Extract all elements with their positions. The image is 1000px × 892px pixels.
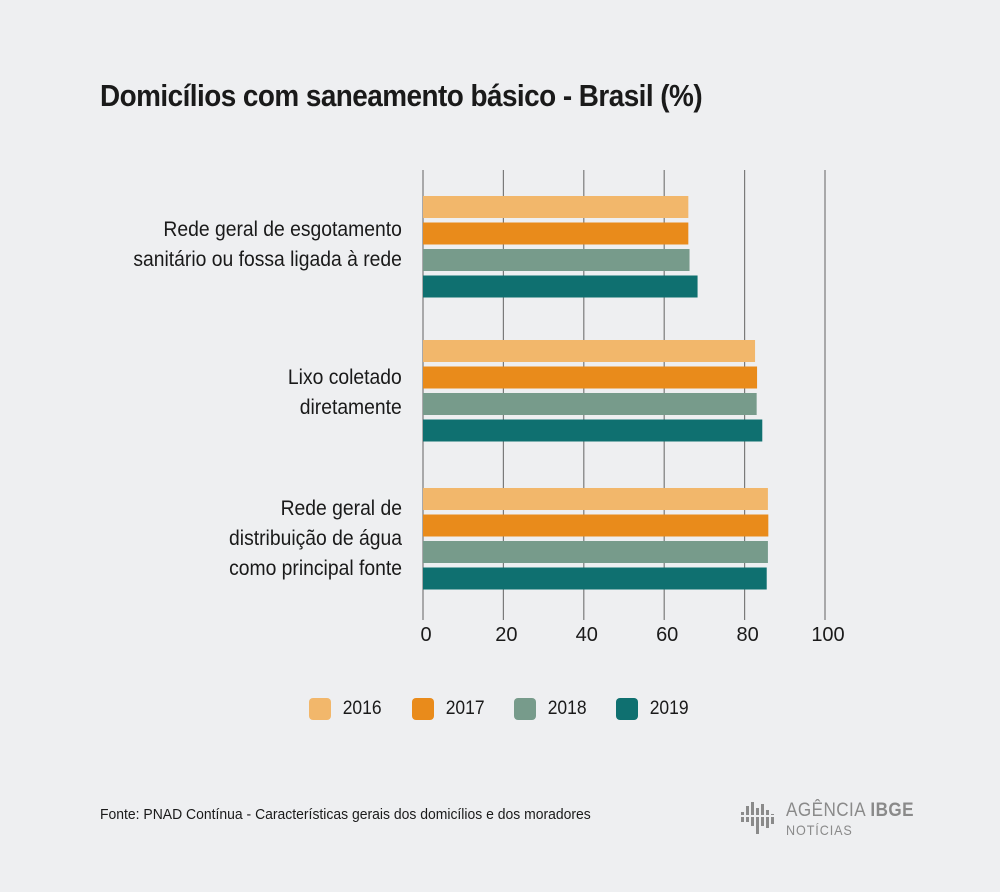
legend-swatch [309, 698, 332, 720]
legend-label: 2016 [343, 698, 383, 719]
category-label-line: Lixo coletado [288, 366, 402, 389]
x-tick-label: 0 [420, 624, 431, 646]
bar-2017 [423, 366, 758, 389]
bar-2016 [423, 196, 689, 218]
ibge-bars-icon [740, 802, 778, 834]
category-label-line: distribuição de água [229, 527, 402, 550]
agencia-ibge-logo: AGÊNCIA IBGE NOTÍCIAS [740, 798, 914, 842]
logo-word-ibge: IBGE [870, 800, 914, 821]
legend-swatch [411, 698, 434, 720]
category-label-line: como principal fonte [229, 557, 402, 580]
bar-2017 [423, 514, 769, 537]
legend-item-2018: 2018 [514, 698, 588, 720]
x-tick-label: 20 [495, 624, 517, 646]
bar-2018 [423, 393, 757, 415]
category-label-line: Rede geral de esgotamento [163, 218, 402, 241]
category-label-line: Rede geral de [280, 497, 402, 520]
logo-word-agencia: AGÊNCIA [786, 800, 866, 821]
category-label-garbage: Lixo coletado diretamente [288, 363, 402, 423]
category-label-sewage: Rede geral de esgotamento sanitário ou f… [133, 215, 402, 275]
legend-item-2016: 2016 [309, 698, 383, 720]
x-tick-label: 60 [656, 624, 678, 646]
x-tick-label: 40 [576, 624, 598, 646]
legend-swatch [514, 698, 536, 720]
bar-2018 [423, 541, 768, 563]
legend-swatch [616, 698, 639, 720]
legend: 2016 2017 2018 2019 [0, 698, 1000, 720]
bar-2017 [423, 222, 689, 245]
bar-2019 [423, 419, 763, 442]
category-label-line: sanitário ou fossa ligada à rede [133, 248, 402, 271]
logo-title: AGÊNCIA IBGE [786, 800, 914, 822]
category-label-line: diretamente [299, 396, 402, 419]
source-note: Fonte: PNAD Contínua - Características g… [100, 806, 591, 823]
x-tick-label: 100 [811, 624, 844, 646]
bar-2018 [423, 249, 690, 271]
logo-subtitle: NOTÍCIAS [786, 822, 853, 838]
legend-label: 2018 [547, 698, 587, 719]
legend-label: 2019 [649, 698, 689, 719]
bar-2016 [423, 340, 756, 362]
x-tick-label: 80 [736, 624, 758, 646]
legend-item-2019: 2019 [616, 698, 690, 720]
bar-2016 [423, 488, 768, 510]
chart-title: Domicílios com saneamento básico - Brasi… [100, 78, 703, 113]
category-label-water: Rede geral de distribuição de água como … [229, 494, 402, 584]
bar-2019 [423, 275, 698, 298]
legend-label: 2017 [445, 698, 485, 719]
bar-2019 [423, 567, 767, 590]
legend-item-2017: 2017 [411, 698, 486, 720]
